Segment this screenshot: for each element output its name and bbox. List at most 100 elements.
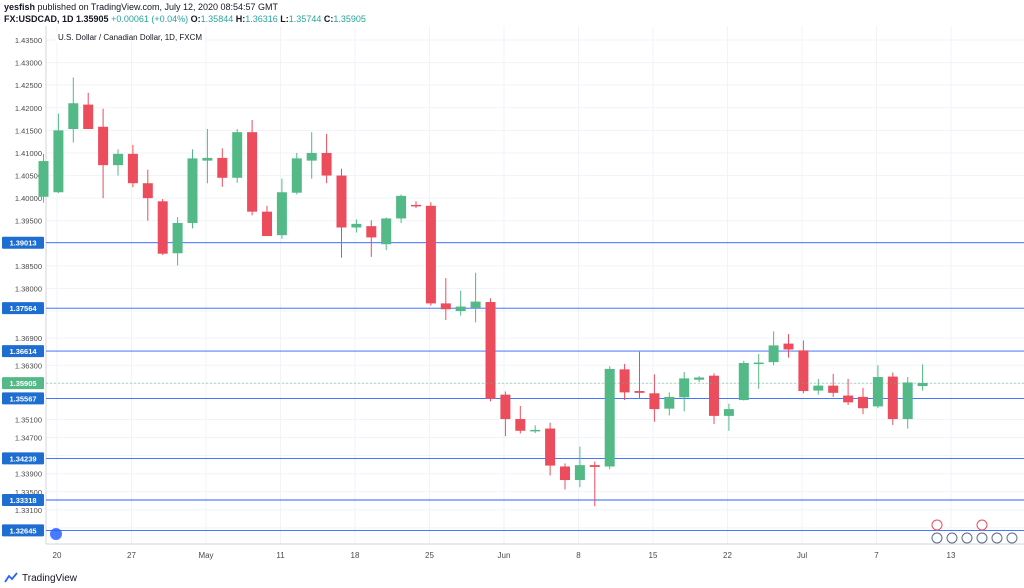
high-label: H: — [235, 14, 246, 24]
x-tick-label: 11 — [276, 551, 285, 560]
candle-down[interactable] — [545, 428, 556, 466]
event-marker-icon[interactable] — [931, 519, 943, 531]
y-tick-label: 1.41000 — [15, 149, 42, 158]
x-tick-label: 13 — [947, 551, 956, 560]
author-name[interactable]: yesfish — [4, 2, 36, 12]
candle-down[interactable] — [83, 104, 94, 130]
x-tick-label: 7 — [874, 551, 879, 560]
candle-up[interactable] — [917, 382, 928, 387]
candle-down[interactable] — [887, 376, 898, 420]
candle-down[interactable] — [262, 211, 272, 237]
x-tick-label: 25 — [425, 551, 434, 560]
candle-down[interactable] — [858, 396, 868, 409]
candle-up[interactable] — [113, 153, 123, 166]
candle-up[interactable] — [53, 130, 64, 193]
x-tick-label: 18 — [351, 551, 360, 560]
candle-down[interactable] — [217, 157, 228, 178]
high-value: 1.36316 — [245, 14, 278, 24]
chart-settings-icon[interactable] — [50, 528, 62, 540]
candle-up[interactable] — [68, 103, 79, 130]
candle-up[interactable] — [664, 396, 675, 409]
candle-up[interactable] — [470, 301, 481, 308]
tradingview-brand[interactable]: TradingView — [22, 573, 78, 584]
tradingview-logo-icon — [4, 572, 18, 583]
candle-down[interactable] — [440, 303, 451, 310]
candle-down[interactable] — [157, 201, 168, 254]
candle-up[interactable] — [813, 385, 824, 391]
candle-down[interactable] — [783, 343, 794, 350]
candle-up[interactable] — [768, 345, 779, 363]
candlestick-chart[interactable]: 20 27 May 11 18 25 Jun 8 15 22 Jul 7 13 1.43500 1.4300… — [0, 26, 1024, 566]
candle-up[interactable] — [291, 158, 302, 193]
candle-up[interactable] — [172, 222, 183, 254]
event-marker-icon[interactable] — [946, 532, 958, 544]
candle-down[interactable] — [634, 391, 645, 393]
candle-up[interactable] — [381, 218, 392, 245]
candle-down[interactable] — [142, 183, 153, 199]
candle-down[interactable] — [500, 394, 511, 420]
y-tick-label: 1.43500 — [15, 36, 42, 45]
candle-down[interactable] — [843, 395, 854, 403]
candle-up[interactable] — [872, 377, 883, 407]
event-marker-icon[interactable] — [991, 532, 1003, 544]
event-marker-icon[interactable] — [961, 532, 973, 544]
candle-down[interactable] — [425, 205, 436, 304]
candle-up[interactable] — [232, 132, 243, 178]
candle-up[interactable] — [738, 363, 749, 401]
open-value: 1.35844 — [200, 14, 234, 24]
candle-down[interactable] — [515, 419, 526, 431]
candle-up[interactable] — [753, 362, 764, 365]
candle-down[interactable] — [828, 385, 839, 393]
event-marker-icon[interactable] — [1006, 532, 1018, 544]
candle-up[interactable] — [396, 195, 407, 219]
candle-up[interactable] — [604, 368, 615, 467]
candle-down[interactable] — [798, 350, 809, 392]
x-tick-label: Jun — [498, 551, 511, 560]
y-tick-label: 1.35100 — [15, 416, 42, 425]
candle-up[interactable] — [38, 161, 49, 197]
candle-up[interactable] — [351, 223, 362, 228]
candle-down[interactable] — [589, 465, 600, 467]
last-price: 1.35905 — [76, 14, 109, 24]
level-price-label: 1.32645 — [9, 526, 36, 535]
chart-area[interactable]: 20 27 May 11 18 25 Jun 8 15 22 Jul 7 13 1.43500 1.4300… — [0, 26, 1024, 566]
x-tick-label: 27 — [127, 551, 136, 560]
candle-down[interactable] — [619, 369, 630, 393]
candle-up[interactable] — [455, 306, 466, 312]
candle-down[interactable] — [411, 204, 421, 207]
candle-down[interactable] — [485, 302, 496, 399]
plot-background — [46, 26, 1024, 544]
y-tick-label: 1.40000 — [15, 194, 42, 203]
level-price-tag — [2, 302, 44, 315]
level-price-tag — [2, 236, 44, 249]
candle-up[interactable] — [187, 158, 198, 223]
candle-up[interactable] — [306, 152, 317, 161]
candle-down[interactable] — [560, 466, 570, 481]
candle-up[interactable] — [202, 157, 213, 161]
y-tick-label: 1.42500 — [15, 81, 42, 90]
candle-up[interactable] — [574, 465, 585, 481]
candle-up[interactable] — [276, 192, 287, 236]
candle-down[interactable] — [649, 393, 660, 410]
candle-down[interactable] — [321, 152, 332, 176]
candle-down[interactable] — [366, 226, 377, 238]
candle-up[interactable] — [694, 377, 705, 380]
candle-down[interactable] — [127, 153, 138, 184]
candle-down[interactable] — [247, 132, 258, 212]
candle-down[interactable] — [336, 175, 347, 228]
candle-up[interactable] — [530, 429, 541, 432]
candle-up[interactable] — [902, 382, 913, 420]
low-label: L: — [280, 14, 289, 24]
event-marker-icon[interactable] — [976, 519, 988, 531]
y-tick-label: 1.34700 — [15, 434, 42, 443]
candle-up[interactable] — [723, 409, 734, 416]
x-tick-label: May — [198, 551, 213, 560]
footer: TradingView — [0, 568, 1024, 588]
candle-down[interactable] — [98, 126, 109, 166]
event-marker-icon[interactable] — [976, 532, 988, 544]
event-marker-icon[interactable] — [931, 532, 943, 544]
level-price-label: 1.35567 — [9, 394, 36, 403]
candle-down[interactable] — [709, 375, 719, 416]
candle-up[interactable] — [679, 378, 690, 398]
low-value: 1.35744 — [288, 14, 322, 24]
